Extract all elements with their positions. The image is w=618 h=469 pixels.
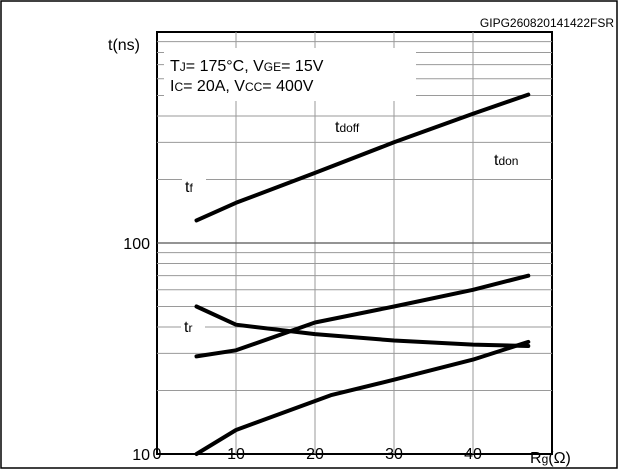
series-label-doff: tdoff [335,119,360,136]
condition-line-1: TJ= 175°C, VGE= 15V [170,58,324,75]
series-line-r [194,339,531,456]
conditions-box: TJ= 175°C, VGE= 15V IC= 20A, VCC= 400V [164,48,416,101]
x-tick-labels: 0 10 20 30 40 [153,446,482,463]
series-line-don [194,273,531,359]
series-label-f: tf [185,179,193,196]
y-tick-label: 10 [132,447,150,464]
series-label-r: tr [184,319,192,336]
conditions-box-bg [164,48,416,101]
series-line-doff [194,92,531,223]
series-labels: tdoff tdon tf tr [181,119,531,337]
series-label-bg [182,177,206,197]
x-tick-label: 10 [227,446,245,463]
x-tick-label: 40 [464,446,482,463]
series-label-bg [491,150,531,170]
series-label-don: tdon [494,152,518,169]
figure-code: GIPG260820141422FSR [480,16,614,30]
series-line-f [194,304,531,348]
x-axis-label: Rg(Ω) [530,450,571,467]
y-tick-label: 100 [123,236,150,253]
x-tick-label: 20 [306,446,324,463]
y-tick-labels: 10 100 [123,236,150,464]
x-tick-label: 0 [153,446,162,463]
x-tick-label: 30 [385,446,403,463]
series-group [194,92,531,456]
series-label-bg [181,317,205,337]
y-axis-label: t(ns) [108,37,140,54]
condition-line-2: IC= 20A, VCC= 400V [170,78,314,95]
